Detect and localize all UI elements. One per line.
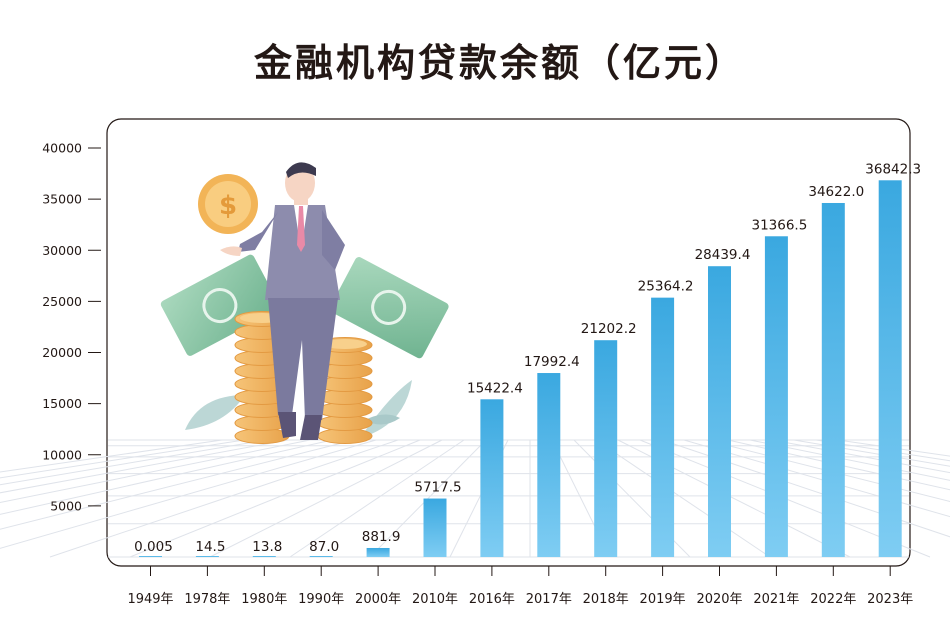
bar	[309, 556, 333, 557]
bar-value-label: 15422.4	[467, 380, 523, 396]
x-tick-label: 1990年	[298, 592, 344, 607]
x-tick-label: 2019年	[640, 592, 686, 607]
bar-value-label: 25364.2	[638, 279, 694, 295]
bar	[366, 547, 390, 557]
chart-title: 金融机构贷款余额（亿元）	[253, 40, 746, 85]
bar	[821, 202, 845, 557]
y-axis: 5000 10000 15000 20000 25000 30000 35000 40000	[42, 141, 101, 513]
bar-value-label: 36842.3	[865, 161, 921, 177]
x-tick-label: 1980年	[241, 592, 287, 607]
bar	[537, 373, 561, 557]
bar-value-label: 31366.5	[751, 217, 807, 233]
bar-value-label: 0.005	[134, 539, 173, 555]
x-tick-label: 2016年	[469, 592, 515, 607]
x-tick-label: 2000年	[355, 592, 401, 607]
bar	[594, 340, 618, 557]
x-tick-label: 2023年	[867, 592, 913, 607]
y-tick-label: 35000	[42, 192, 82, 207]
bar	[480, 399, 504, 557]
y-tick-label: 20000	[42, 345, 82, 360]
x-tick-label: 2017年	[526, 592, 572, 607]
bar-value-label: 28439.4	[695, 247, 751, 263]
dollar-coin-icon: $	[198, 174, 258, 234]
svg-text:$: $	[219, 191, 237, 221]
value-labels-group: 0.005 14.5 13.8 87.0 881.9 5717.5 15422.417992…	[134, 161, 921, 555]
y-tick-label: 5000	[50, 498, 82, 513]
bar-value-label: 17992.4	[524, 354, 580, 370]
y-tick-label: 25000	[42, 294, 82, 309]
bar	[195, 556, 219, 557]
bar-value-label: 881.9	[362, 529, 401, 545]
bars-group	[139, 180, 902, 558]
bar	[764, 236, 788, 558]
x-axis: 1949年 1978年 1980年 1990年 2000年 2010年 2016年 2017年…	[127, 566, 913, 607]
bar	[651, 297, 675, 557]
bar	[708, 266, 731, 557]
bar-value-label: 13.8	[252, 539, 282, 555]
y-tick-label: 15000	[42, 396, 82, 411]
bar	[252, 556, 276, 557]
x-tick-label: 2022年	[810, 592, 856, 607]
bar	[423, 498, 447, 557]
x-tick-label: 2020年	[696, 592, 742, 607]
x-tick-label: 2021年	[753, 592, 799, 607]
x-tick-label: 2010年	[412, 592, 458, 607]
bar-value-label: 87.0	[309, 539, 339, 555]
x-tick-label: 1949年	[127, 592, 173, 607]
bar-value-label: 34622.0	[808, 184, 864, 200]
x-tick-label: 2018年	[583, 592, 629, 607]
bar-value-label: 14.5	[195, 539, 225, 555]
bar	[878, 180, 902, 557]
bar-value-label: 21202.2	[581, 321, 637, 337]
businessman-illustration: $	[160, 162, 449, 444]
y-tick-label: 10000	[42, 447, 82, 462]
x-tick-label: 1978年	[184, 592, 230, 607]
bar	[139, 556, 162, 557]
bar-value-label: 5717.5	[414, 480, 461, 496]
y-tick-label: 30000	[42, 243, 82, 258]
y-tick-label: 40000	[42, 141, 82, 156]
